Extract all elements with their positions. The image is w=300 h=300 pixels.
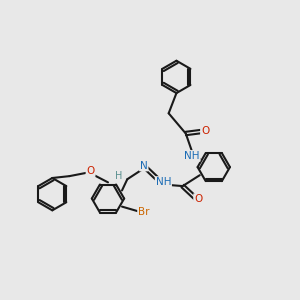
Text: Br: Br xyxy=(138,207,149,217)
Text: NH: NH xyxy=(184,151,200,161)
Text: H: H xyxy=(115,170,122,181)
Text: O: O xyxy=(194,194,202,204)
Text: O: O xyxy=(201,126,209,136)
Text: N: N xyxy=(140,160,148,171)
Text: NH: NH xyxy=(156,177,171,187)
Text: O: O xyxy=(86,166,95,176)
